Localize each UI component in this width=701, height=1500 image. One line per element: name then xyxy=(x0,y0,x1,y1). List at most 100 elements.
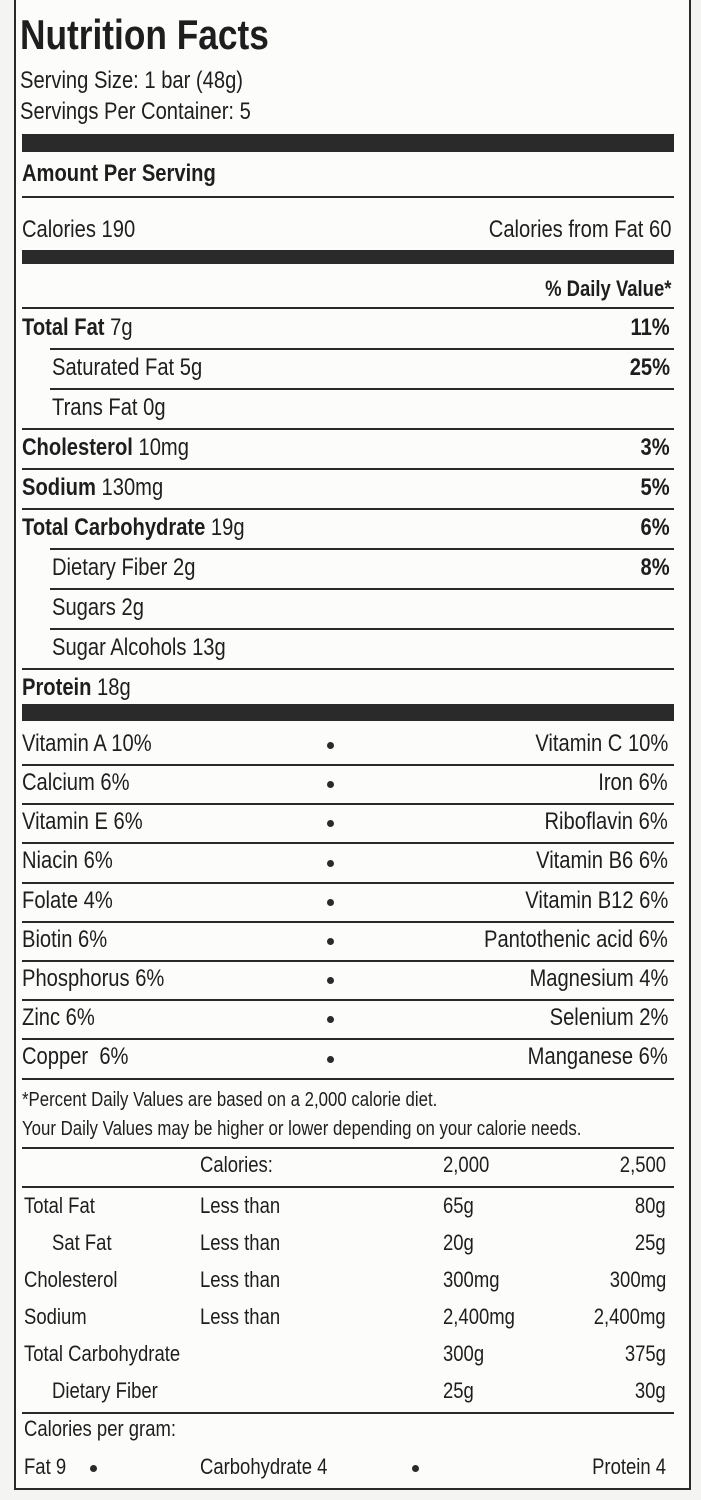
nutrient-name: Dietary Fiber xyxy=(52,554,168,581)
ref-name: Sodium xyxy=(24,1303,87,1329)
vitamin-left: Copper 6% xyxy=(22,1043,129,1071)
nutrient-row: Dietary Fiber 2g xyxy=(52,556,195,580)
rule xyxy=(50,548,674,550)
calories: Calories 190 xyxy=(22,216,136,243)
nutrient-name: Sugars xyxy=(52,594,116,621)
daily-value: 3% xyxy=(640,433,670,461)
ref-header: Calories: xyxy=(200,1151,273,1177)
nutrient-amount: 2g xyxy=(172,554,196,581)
title: Nutrition Facts xyxy=(20,11,269,58)
ref-2000: 2,400mg xyxy=(443,1303,515,1329)
rule xyxy=(22,1077,674,1080)
ref-2500: 25g xyxy=(635,1229,666,1255)
rule xyxy=(22,668,674,670)
nutrient-row: Trans Fat 0g xyxy=(52,396,166,420)
nutrient-name: Protein xyxy=(22,674,92,701)
ref-header: 2,500 xyxy=(619,1151,666,1177)
vitamin-left: Phosphorus 6% xyxy=(22,965,165,992)
ref-name: Cholesterol xyxy=(24,1266,118,1292)
rule xyxy=(22,1147,674,1149)
vitamin-left: Biotin 6% xyxy=(22,925,108,953)
rule xyxy=(50,388,674,390)
bullet xyxy=(327,938,334,945)
nutrient-row: Cholesterol 10mg xyxy=(22,436,189,460)
vitamin-right: Manganese 6% xyxy=(527,1043,668,1071)
vitamin-right: Vitamin B12 6% xyxy=(524,886,668,914)
bullet xyxy=(327,1055,334,1063)
nutrient-amount: 130mg xyxy=(101,474,164,501)
ref-limit: Less than xyxy=(200,1229,281,1255)
vitamin-left: Vitamin E 6% xyxy=(22,808,143,836)
daily-value: 11% xyxy=(630,313,670,341)
ref-limit: Less than xyxy=(200,1303,281,1329)
rule xyxy=(22,842,674,845)
ref-limit: Less than xyxy=(200,1192,281,1218)
rule xyxy=(22,1186,674,1188)
nutrient-row: Saturated Fat 5g xyxy=(52,356,202,380)
rule xyxy=(22,920,674,923)
nutrient-name: Saturated Fat xyxy=(52,354,175,381)
rule xyxy=(22,803,674,806)
ref-2500: 300mg xyxy=(609,1266,666,1292)
ref-2500: 80g xyxy=(635,1192,666,1218)
ref-name: Total Fat xyxy=(24,1192,95,1218)
bullet xyxy=(327,1016,334,1024)
footnote: Your Daily Values may be higher or lower… xyxy=(22,1118,582,1140)
nutrient-row: Total Fat 7g xyxy=(22,316,133,340)
vitamin-left: Folate 4% xyxy=(22,886,113,914)
vitamin-left: Niacin 6% xyxy=(22,847,113,875)
vitamin-right: Riboflavin 6% xyxy=(544,808,668,836)
nutrient-amount: 13g xyxy=(192,634,226,661)
ref-2500: 375g xyxy=(624,1340,666,1366)
rule xyxy=(22,881,674,884)
serving-size: Serving Size: 1 bar (48g) xyxy=(20,67,243,94)
amount-per-serving: Amount Per Serving xyxy=(22,160,216,187)
nutrient-row: Protein 18g xyxy=(22,676,131,700)
ref-name: Sat Fat xyxy=(52,1229,112,1255)
vitamin-right: Selenium 2% xyxy=(549,1004,668,1032)
nutrient-row: Sugars 2g xyxy=(52,596,144,620)
bullet xyxy=(412,1465,419,1472)
rule xyxy=(22,960,674,962)
vitamin-left: Vitamin A 10% xyxy=(22,729,152,757)
vitamin-right: Pantothenic acid 6% xyxy=(484,925,668,953)
calories-per-gram: Calories per gram: xyxy=(24,1415,177,1441)
ref-2000: 300g xyxy=(443,1340,485,1366)
ref-2000: 20g xyxy=(443,1229,474,1255)
nutrient-row: Sugar Alcohols 13g xyxy=(52,636,226,660)
ref-name: Dietary Fiber xyxy=(52,1377,158,1403)
vitamin-left: Zinc 6% xyxy=(22,1004,95,1032)
bullet xyxy=(327,898,334,906)
ref-2500: 30g xyxy=(635,1377,666,1403)
ref-limit: Less than xyxy=(200,1266,281,1292)
bullet xyxy=(327,742,334,749)
nutrient-row: Total Carbohydrate 19g xyxy=(22,516,245,540)
nutrient-amount: 7g xyxy=(110,314,133,341)
vitamin-left: Calcium 6% xyxy=(22,769,130,796)
rule xyxy=(50,588,674,590)
vitamin-right: Vitamin C 10% xyxy=(535,729,668,757)
daily-value: 6% xyxy=(640,513,670,541)
ref-2000: 65g xyxy=(443,1192,474,1218)
daily-value-header: % Daily Value* xyxy=(544,276,671,301)
rule xyxy=(22,468,674,470)
thick-rule xyxy=(22,134,674,152)
daily-value: 8% xyxy=(640,553,670,581)
nutrient-name: Cholesterol xyxy=(22,434,133,461)
nutrient-amount: 0g xyxy=(143,394,166,421)
rule xyxy=(22,704,674,721)
nutrient-amount: 18g xyxy=(97,674,131,701)
servings-per-container: Servings Per Container: 5 xyxy=(20,98,251,125)
nutrient-name: Total Carbohydrate xyxy=(22,514,206,541)
rule xyxy=(50,348,674,350)
nutrient-amount: 10mg xyxy=(138,434,189,461)
footnote: *Percent Daily Values are based on a 2,0… xyxy=(22,1089,438,1111)
rule xyxy=(22,428,674,430)
ref-name: Total Carbohydrate xyxy=(24,1340,181,1366)
bullet xyxy=(327,820,334,828)
rule xyxy=(22,1038,674,1041)
ref-2000: 300mg xyxy=(443,1266,500,1292)
vitamin-right: Vitamin B6 6% xyxy=(536,847,668,875)
cpg-item: Carbohydrate 4 xyxy=(200,1453,328,1479)
nutrient-name: Total Fat xyxy=(22,314,105,341)
